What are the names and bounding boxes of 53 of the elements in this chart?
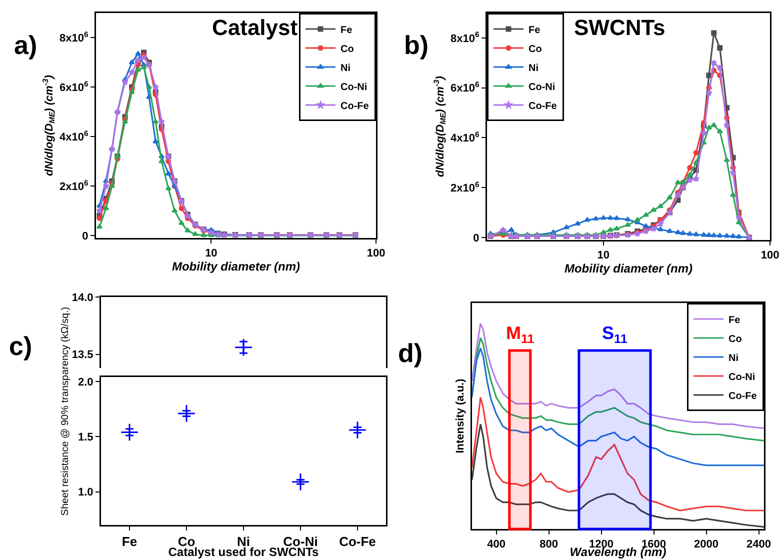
y-tick-label: 14.0 bbox=[72, 292, 94, 304]
x-tick-label: 2000 bbox=[694, 538, 718, 551]
legend-label: Fe bbox=[528, 24, 541, 36]
legend-label: Fe bbox=[728, 314, 741, 326]
x-tick-label: Fe bbox=[122, 534, 138, 550]
legend-label: Ni bbox=[340, 62, 351, 74]
legend-label: Co bbox=[340, 44, 354, 55]
x-tick-label: 800 bbox=[540, 538, 558, 551]
legend-label: Co-Fe bbox=[528, 100, 558, 112]
legend-label: Co-Fe bbox=[728, 390, 758, 402]
y-tick-label: 13.5 bbox=[72, 349, 94, 362]
band-label: M$_{11}$ bbox=[506, 323, 534, 346]
y-tick-label: 2x10$^{6}$ bbox=[60, 178, 88, 193]
legend-label: Co-Ni bbox=[728, 372, 756, 383]
x-tick-label: 100 bbox=[760, 250, 780, 262]
y-tick-label: 0 bbox=[473, 232, 480, 244]
x-tick-label: 10 bbox=[597, 250, 610, 262]
legend-label: Co-Ni bbox=[340, 82, 368, 93]
legend-label: Co bbox=[728, 334, 742, 345]
band-label: S$_{11}$ bbox=[602, 323, 628, 346]
y-tick-label: 1.5 bbox=[78, 431, 94, 444]
x-axis-title: Catalyst used for SWCNTs bbox=[168, 545, 320, 559]
y-axis-title: Sheet resistance @ 90% transparency (kΩ/sq.) bbox=[60, 306, 72, 516]
chart-title: SWCNTs bbox=[574, 15, 666, 40]
y-tick-label: 1.0 bbox=[78, 486, 94, 499]
legend-label: Co bbox=[528, 44, 542, 55]
y-tick-label: 8x10$^{6}$ bbox=[60, 30, 88, 45]
legend-label: Co-Fe bbox=[340, 100, 370, 112]
text: c) bbox=[9, 331, 32, 361]
x-axis-title: Mobility diameter (nm) bbox=[172, 260, 300, 274]
text: b) bbox=[404, 30, 429, 60]
legend-label: Co-Ni bbox=[528, 82, 556, 93]
y-tick-label: 4x10$^{6}$ bbox=[450, 130, 480, 145]
y-tick-label: 2.0 bbox=[78, 376, 94, 388]
x-tick-label: 100 bbox=[366, 248, 386, 260]
y-tick-label: 2x10$^{6}$ bbox=[450, 180, 480, 194]
text: a) bbox=[14, 30, 38, 60]
legend-label: Fe bbox=[340, 24, 353, 36]
x-tick-label: Co-Fe bbox=[339, 534, 376, 550]
y-tick-label: 0 bbox=[82, 230, 88, 242]
y-tick-label: 6x10$^{6}$ bbox=[60, 79, 88, 94]
text: d) bbox=[398, 338, 423, 368]
y-axis-title: Intensity (a.u.) bbox=[454, 378, 466, 454]
y-tick-label: 8x10$^{6}$ bbox=[450, 30, 480, 45]
y-tick-label: 6x10$^{6}$ bbox=[450, 80, 480, 95]
x-axis-title: Mobility diameter (nm) bbox=[564, 262, 693, 276]
legend-label: Ni bbox=[528, 62, 539, 74]
y-tick-label: 4x10$^{6}$ bbox=[60, 128, 88, 144]
legend-label: Ni bbox=[728, 352, 739, 364]
x-tick-label: 10 bbox=[205, 248, 218, 260]
x-tick-label: 2400 bbox=[746, 538, 771, 551]
x-tick-label: 400 bbox=[487, 538, 506, 551]
chart-title: Catalyst bbox=[212, 15, 298, 40]
